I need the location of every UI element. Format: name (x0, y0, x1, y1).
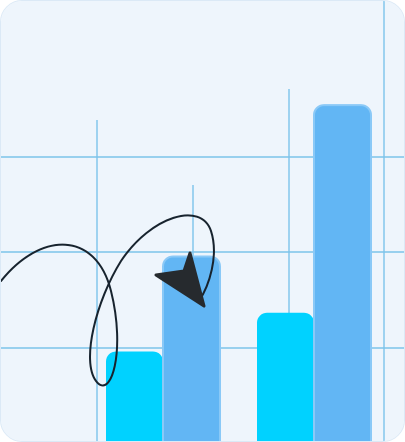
scribble-line (1, 214, 215, 387)
chart-bar (313, 104, 372, 441)
bars-group (106, 104, 372, 441)
chart-bar (106, 351, 163, 441)
cursor-arrow-icon (154, 251, 206, 308)
chart-bar (257, 312, 314, 441)
